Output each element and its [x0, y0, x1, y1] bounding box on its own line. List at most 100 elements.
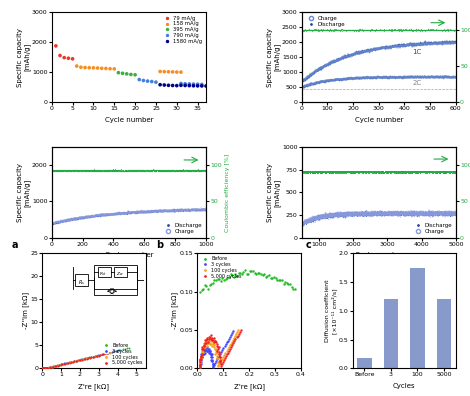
Point: [64, 168, 71, 174]
Point: [411, 209, 418, 215]
Point: [439, 169, 446, 175]
Point: [149, 208, 157, 214]
Point: [362, 169, 370, 175]
Point: [415, 27, 423, 33]
Point: [405, 209, 412, 215]
Point: [385, 210, 392, 217]
Point: [45, 365, 53, 371]
Point: [407, 74, 415, 80]
Point: [326, 169, 333, 175]
Point: [399, 209, 407, 216]
Point: [332, 210, 340, 217]
Point: [360, 74, 368, 81]
Point: [420, 209, 427, 216]
Point: [372, 212, 380, 218]
Point: [323, 78, 331, 84]
Point: [394, 211, 401, 218]
Point: [367, 210, 375, 217]
Point: [92, 213, 99, 219]
Point: [337, 168, 345, 175]
Point: [376, 169, 383, 175]
Point: [426, 210, 433, 217]
Point: [364, 210, 372, 217]
Point: [354, 169, 362, 175]
Point: [392, 210, 399, 216]
Point: [420, 211, 427, 217]
Point: [388, 209, 396, 215]
Point: [438, 211, 446, 217]
Point: [400, 211, 408, 217]
Point: [417, 210, 425, 217]
Point: [304, 82, 311, 88]
Point: [326, 213, 334, 219]
Point: [376, 208, 383, 214]
Point: [85, 213, 93, 219]
Point: [318, 169, 326, 175]
Point: [144, 208, 151, 214]
Point: [332, 213, 340, 219]
Point: [401, 209, 408, 215]
Point: [312, 169, 320, 175]
Point: [57, 167, 65, 173]
Point: [431, 169, 439, 175]
Point: [100, 168, 107, 174]
Point: [302, 169, 310, 175]
Point: [316, 169, 323, 175]
Point: [318, 216, 325, 222]
Point: [319, 78, 327, 84]
Point: [372, 210, 380, 216]
Point: [118, 168, 126, 174]
Point: [154, 167, 162, 173]
Point: [332, 213, 339, 220]
Point: [137, 208, 144, 215]
Point: [428, 168, 435, 174]
Point: [441, 168, 449, 174]
Point: [112, 211, 120, 217]
Point: [439, 211, 447, 217]
Point: [373, 209, 380, 215]
Point: [110, 209, 118, 216]
Point: [338, 211, 346, 217]
Point: [303, 219, 310, 225]
Point: [330, 26, 337, 32]
Point: [72, 215, 80, 222]
Point: [329, 213, 337, 219]
Point: [142, 208, 150, 214]
Point: [393, 211, 400, 217]
Point: [359, 209, 366, 216]
Point: [424, 209, 431, 216]
Point: [448, 210, 455, 217]
Point: [413, 211, 421, 217]
Point: [96, 211, 103, 218]
Point: [300, 169, 307, 175]
Point: [98, 211, 106, 218]
Point: [403, 42, 411, 48]
Point: [370, 211, 378, 218]
Point: [447, 169, 454, 175]
Point: [406, 212, 414, 218]
Point: [446, 74, 454, 80]
Point: [401, 210, 409, 217]
Point: [327, 59, 334, 66]
Point: [375, 169, 383, 175]
Point: [362, 169, 370, 175]
Point: [349, 210, 356, 217]
Point: [407, 169, 414, 175]
Point: [91, 168, 99, 174]
Point: [84, 214, 91, 220]
Point: [428, 169, 436, 175]
Point: [394, 213, 401, 219]
Point: [423, 209, 430, 215]
Point: [346, 169, 354, 175]
Point: [385, 209, 392, 216]
Point: [337, 211, 345, 217]
Point: [388, 26, 396, 32]
Point: [90, 213, 97, 219]
Point: [404, 169, 411, 175]
Point: [325, 212, 332, 219]
Point: [312, 80, 319, 86]
Point: [331, 169, 339, 175]
Point: [416, 210, 423, 217]
Point: [340, 209, 348, 216]
Point: [384, 211, 392, 217]
